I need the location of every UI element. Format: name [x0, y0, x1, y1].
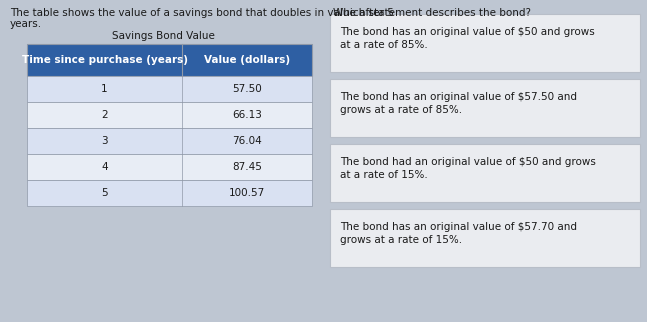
Text: The bond had an original value of $50 and grows: The bond had an original value of $50 an… [340, 157, 596, 167]
Text: Time since purchase (years): Time since purchase (years) [21, 55, 188, 65]
Text: 5: 5 [101, 188, 108, 198]
Text: at a rate of 85%.: at a rate of 85%. [340, 40, 428, 50]
Text: 4: 4 [101, 162, 108, 172]
FancyBboxPatch shape [330, 209, 640, 267]
Text: Savings Bond Value: Savings Bond Value [111, 31, 214, 41]
Text: 57.50: 57.50 [232, 84, 262, 94]
Text: The table shows the value of a savings bond that doubles in value after 5: The table shows the value of a savings b… [10, 8, 394, 18]
Text: The bond has an original value of $57.70 and: The bond has an original value of $57.70… [340, 222, 577, 232]
Text: The bond has an original value of $57.50 and: The bond has an original value of $57.50… [340, 92, 577, 102]
FancyBboxPatch shape [27, 102, 312, 128]
Text: Value (dollars): Value (dollars) [204, 55, 290, 65]
Text: 100.57: 100.57 [229, 188, 265, 198]
FancyBboxPatch shape [27, 128, 312, 154]
Text: grows at a rate of 85%.: grows at a rate of 85%. [340, 105, 462, 115]
FancyBboxPatch shape [27, 44, 312, 76]
Text: 3: 3 [101, 136, 108, 146]
Text: 2: 2 [101, 110, 108, 120]
FancyBboxPatch shape [27, 76, 312, 102]
Text: at a rate of 15%.: at a rate of 15%. [340, 170, 428, 180]
Text: 76.04: 76.04 [232, 136, 262, 146]
FancyBboxPatch shape [330, 79, 640, 137]
Text: Which statement describes the bond?: Which statement describes the bond? [333, 8, 531, 18]
Text: The bond has an original value of $50 and grows: The bond has an original value of $50 an… [340, 27, 595, 37]
Text: 1: 1 [101, 84, 108, 94]
Text: 87.45: 87.45 [232, 162, 262, 172]
Text: years.: years. [10, 19, 42, 29]
FancyBboxPatch shape [330, 14, 640, 72]
Text: 66.13: 66.13 [232, 110, 262, 120]
FancyBboxPatch shape [27, 180, 312, 206]
Text: grows at a rate of 15%.: grows at a rate of 15%. [340, 235, 462, 245]
FancyBboxPatch shape [330, 144, 640, 202]
FancyBboxPatch shape [27, 154, 312, 180]
